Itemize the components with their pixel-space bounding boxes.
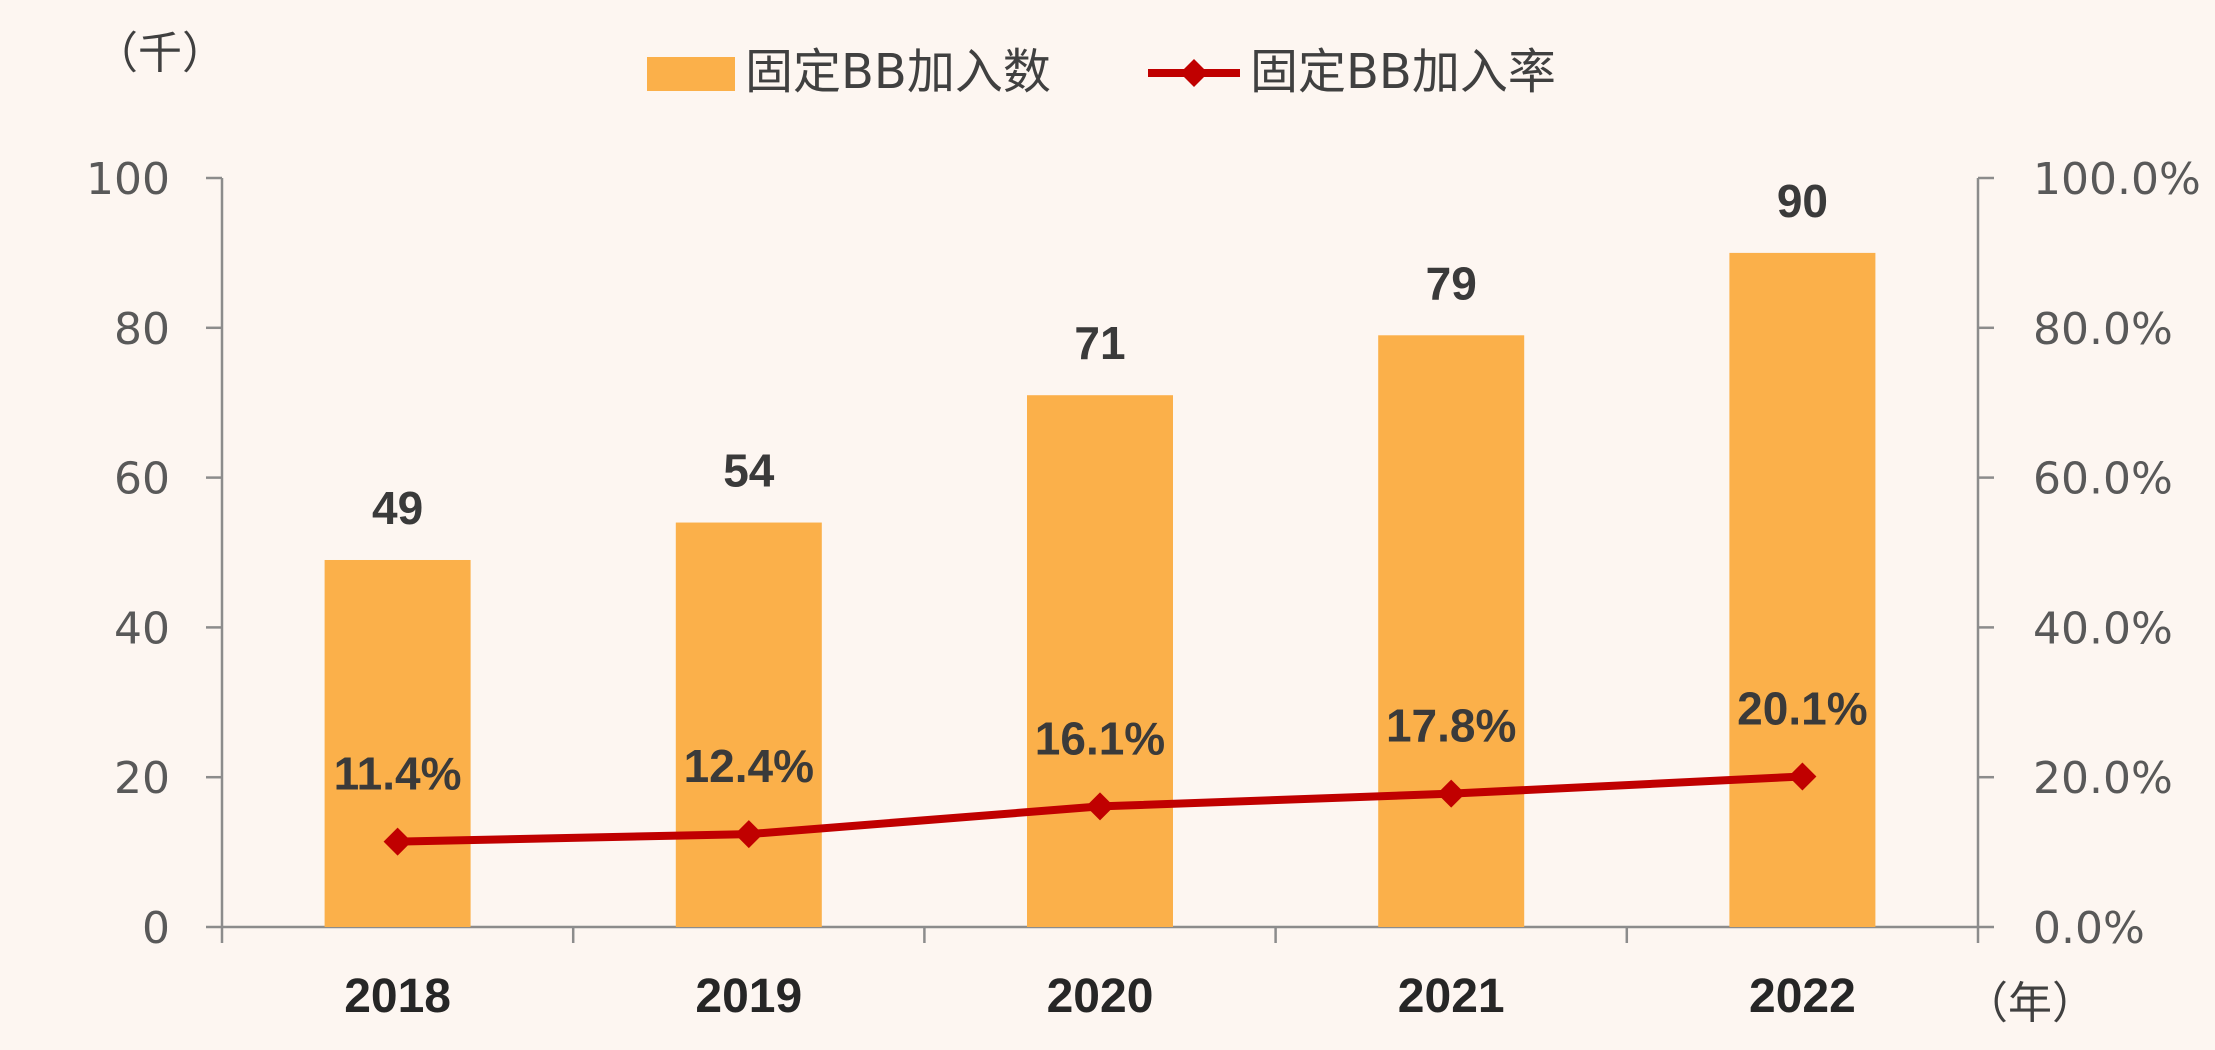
line-marker-diamond [734, 820, 763, 849]
x-category-label: 2022 [1749, 970, 1856, 1023]
y-right-tick-label: 0.0% [2033, 903, 2145, 954]
y-left-tick-label: 80 [114, 304, 170, 355]
bar-value-label: 49 [372, 482, 423, 534]
legend-label-line: 固定BB加入率 [1250, 44, 1556, 100]
bar-value-label: 79 [1426, 257, 1477, 309]
line-value-label: 20.1% [1737, 682, 1867, 734]
bar [1027, 395, 1173, 928]
line-marker-diamond [383, 827, 412, 856]
y-right-tick-label: 100.0% [2033, 154, 2201, 205]
line-marker-diamond [1788, 762, 1817, 791]
legend-swatch-bar [647, 57, 735, 91]
bar [1729, 252, 1876, 927]
legend-label-bar: 固定BB加入数 [745, 44, 1051, 100]
y-left-tick-label: 20 [114, 753, 170, 804]
y-right-tick-label: 80.0% [2033, 304, 2173, 355]
axes: 0 20 40 60 80 100 0.0% 20.0% 40.0% 60.0% 80.0% 100.… [86, 154, 2201, 1023]
x-category-label: 2020 [1047, 970, 1154, 1023]
bar-value-label: 71 [1074, 317, 1125, 369]
y-left-tick-label: 60 [114, 454, 170, 505]
y-right-tick-label: 20.0% [2033, 753, 2173, 804]
bar [675, 522, 822, 927]
bar [1378, 335, 1525, 927]
line-value-label: 12.4% [684, 740, 814, 792]
y-right-tick-label: 60.0% [2033, 454, 2173, 505]
line-data-labels: 11.4% 12.4% 16.1% 17.8% 20.1% [334, 682, 1868, 799]
x-category-label: 2019 [695, 970, 802, 1023]
line-series [383, 762, 1817, 856]
bar-value-label: 54 [723, 445, 775, 497]
line-value-label: 17.8% [1386, 700, 1516, 752]
line-value-label: 16.1% [1035, 712, 1165, 764]
x-category-label: 2021 [1398, 970, 1505, 1023]
y-left-tick-label: 100 [86, 154, 170, 205]
bar-data-labels: 49 54 71 79 90 [372, 175, 1828, 534]
legend: 固定BB加入数 固定BB加入率 [647, 44, 1556, 100]
line-value-label: 11.4% [334, 748, 462, 800]
line-marker-diamond [1086, 792, 1114, 821]
bar-value-label: 90 [1777, 175, 1828, 227]
legend-swatch-diamond-icon [1180, 59, 1208, 87]
line-marker-diamond [1437, 779, 1466, 808]
x-unit-label: （年） [1964, 978, 2096, 1029]
y-left-tick-label: 0 [142, 903, 170, 954]
bar-series [324, 252, 1876, 928]
y-left-tick-label: 40 [114, 603, 170, 654]
y-right-tick-label: 40.0% [2033, 603, 2173, 654]
bar [324, 559, 471, 927]
y-left-unit-label: （千） [94, 28, 226, 79]
x-category-label: 2018 [344, 970, 451, 1023]
